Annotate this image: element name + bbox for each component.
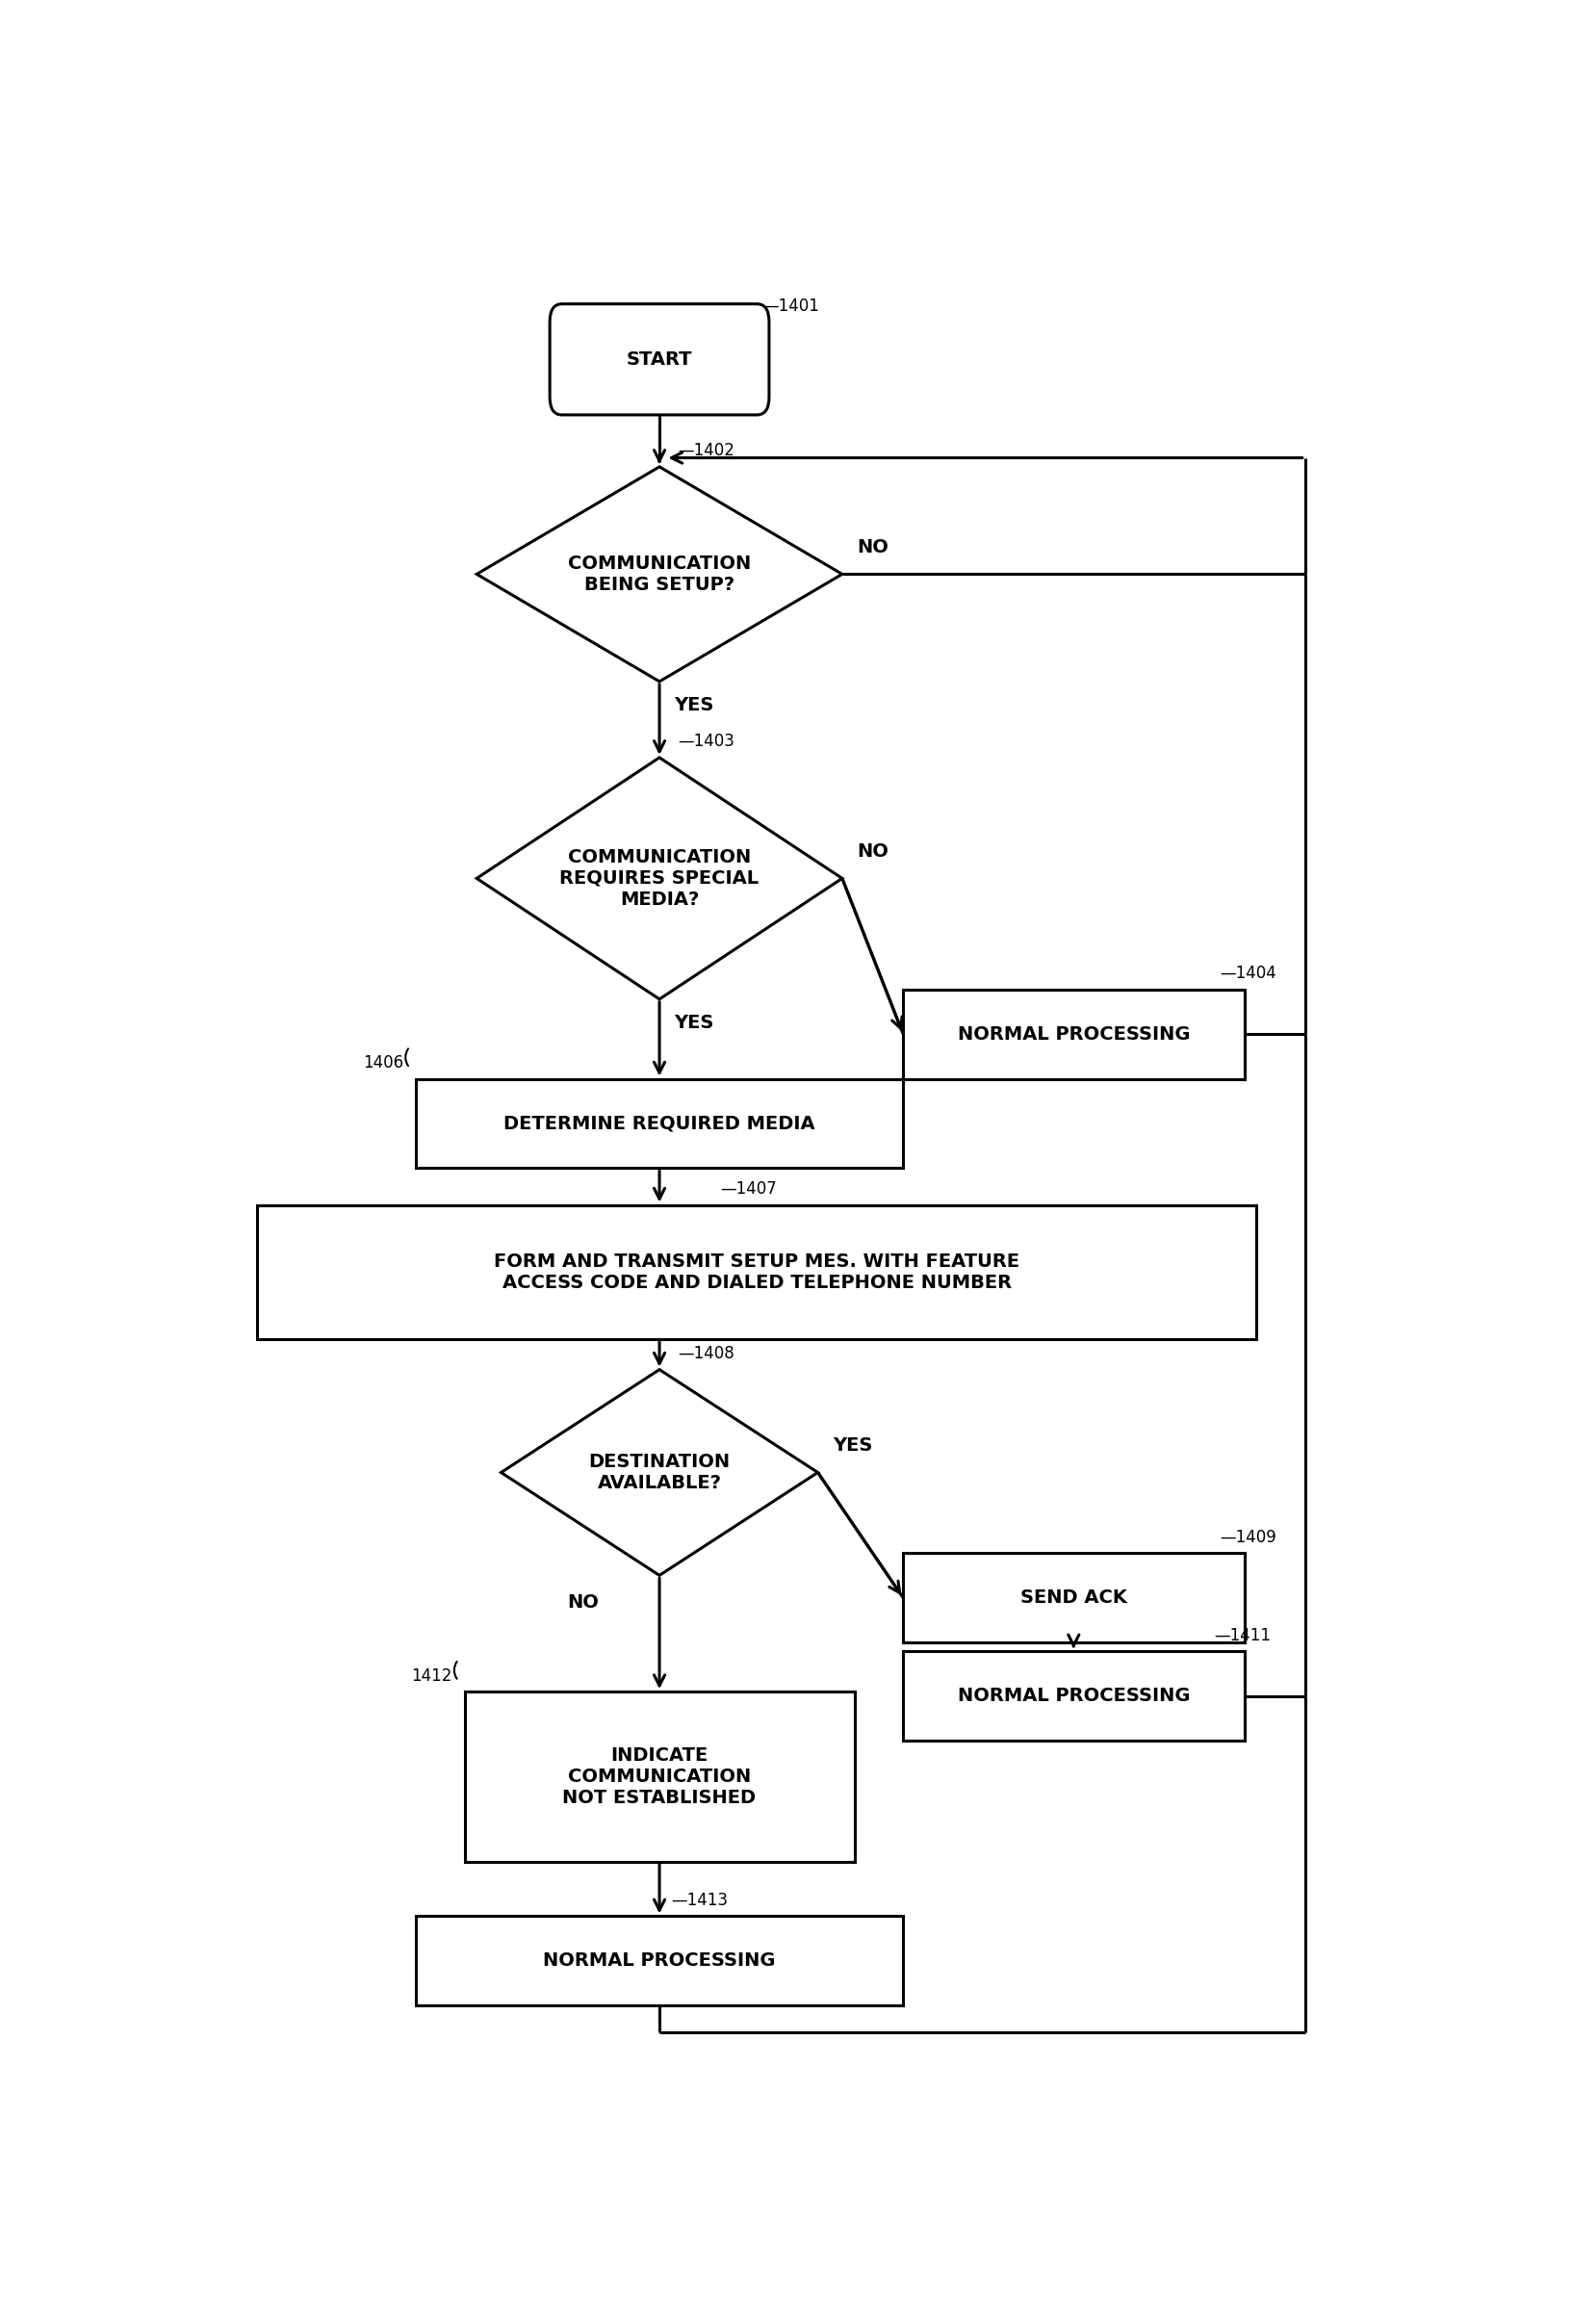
Text: COMMUNICATION
BEING SETUP?: COMMUNICATION BEING SETUP? [567, 555, 751, 595]
Text: NO: NO [856, 537, 888, 555]
Text: YES: YES [674, 1013, 713, 1032]
FancyBboxPatch shape [550, 304, 768, 416]
Text: NORMAL PROCESSING: NORMAL PROCESSING [544, 1952, 775, 1971]
Text: FORM AND TRANSMIT SETUP MES. WITH FEATURE
ACCESS CODE AND DIALED TELEPHONE NUMBE: FORM AND TRANSMIT SETUP MES. WITH FEATUR… [493, 1253, 1020, 1292]
Polygon shape [501, 1369, 817, 1576]
Text: DETERMINE REQUIRED MEDIA: DETERMINE REQUIRED MEDIA [503, 1116, 815, 1132]
Bar [415, 1917, 903, 2006]
Text: —1402: —1402 [677, 442, 734, 460]
Text: —1404: —1404 [1219, 964, 1276, 983]
Text: INDICATE
COMMUNICATION
NOT ESTABLISHED: INDICATE COMMUNICATION NOT ESTABLISHED [562, 1745, 756, 1808]
Bar [902, 1552, 1244, 1643]
Bar [465, 1692, 855, 1862]
Bar [902, 1652, 1244, 1741]
Text: NORMAL PROCESSING: NORMAL PROCESSING [957, 1687, 1189, 1706]
Text: YES: YES [674, 695, 713, 713]
Text: 1412: 1412 [412, 1666, 452, 1685]
Text: NO: NO [856, 841, 888, 860]
Text: —1401: —1401 [762, 297, 818, 314]
Polygon shape [476, 467, 842, 681]
Bar [415, 1078, 903, 1169]
Bar [902, 990, 1244, 1078]
Text: —1407: —1407 [720, 1181, 776, 1197]
Text: NORMAL PROCESSING: NORMAL PROCESSING [957, 1025, 1189, 1043]
Text: —1409: —1409 [1219, 1529, 1276, 1545]
Text: START: START [627, 351, 691, 370]
Bar [258, 1204, 1255, 1339]
Text: SEND ACK: SEND ACK [1020, 1590, 1126, 1606]
Text: YES: YES [833, 1436, 872, 1455]
Text: COMMUNICATION
REQUIRES SPECIAL
MEDIA?: COMMUNICATION REQUIRES SPECIAL MEDIA? [559, 848, 759, 909]
Text: —1408: —1408 [677, 1346, 734, 1362]
Polygon shape [476, 758, 842, 999]
Text: —1411: —1411 [1213, 1627, 1269, 1645]
Text: —1413: —1413 [671, 1892, 727, 1908]
Text: NO: NO [567, 1594, 599, 1611]
Text: —1403: —1403 [677, 732, 734, 751]
Text: DESTINATION
AVAILABLE?: DESTINATION AVAILABLE? [588, 1452, 731, 1492]
Text: 1406: 1406 [363, 1055, 404, 1071]
